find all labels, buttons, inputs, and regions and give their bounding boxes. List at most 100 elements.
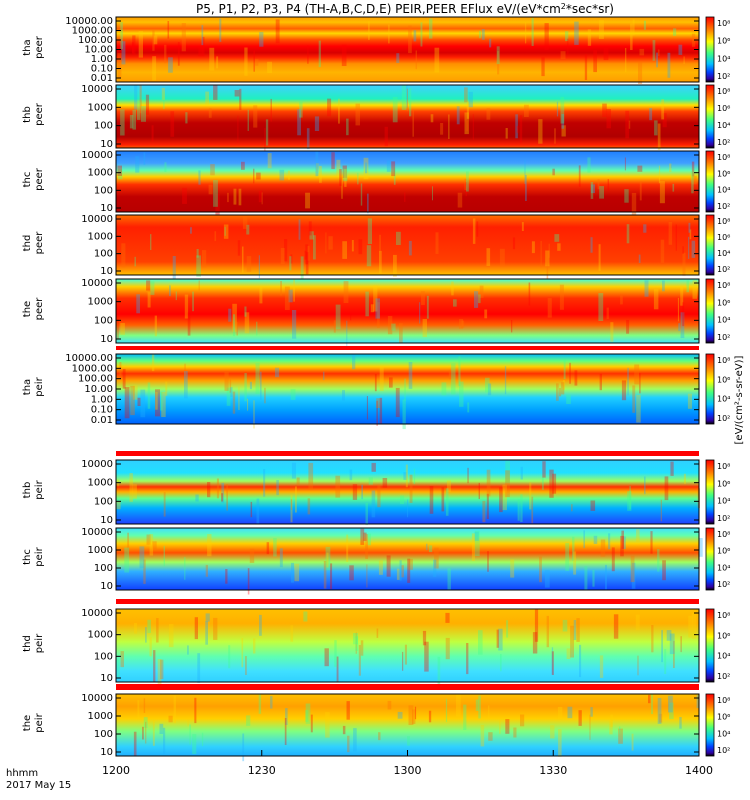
colorbar-tick: 10⁸ <box>717 696 730 705</box>
colorbar-tick: 10⁶ <box>717 631 730 640</box>
panel-tha-peir: tha peir 10000.001000.00100.0010.001.000.1… <box>22 353 730 430</box>
figure-title: P5, P1, P2, P3, P4 (TH-A,B,C,D,E) PEIR,P… <box>196 2 614 16</box>
spectrogram-the-peir <box>116 694 699 756</box>
y-tick-label: 10000 <box>81 84 113 95</box>
y-tick-label: 1000 <box>88 478 113 489</box>
panel-label-probe: thc <box>22 549 33 565</box>
panel-label-probe: thd <box>22 635 33 652</box>
panel-label-product: peir <box>34 479 45 499</box>
colorbar-thb-peir <box>705 459 715 525</box>
spectrogram-thb-peir <box>116 460 699 524</box>
y-tick-label: 0.10 <box>91 64 113 75</box>
y-tick-label: 10000.00 <box>65 353 113 364</box>
y-tick-label: 100 <box>94 249 113 260</box>
colorbar-tick: 10⁸ <box>717 530 730 539</box>
panel-frame-thc-peer <box>115 150 700 213</box>
spectrogram-texture-the-peer <box>117 279 697 349</box>
y-tick-label: 10 <box>100 334 113 345</box>
y-tick-label: 100 <box>94 563 113 574</box>
y-tick-label: 10 <box>100 747 113 758</box>
spectrogram-tha-peer <box>116 17 699 82</box>
colorbar-tick: 10⁶ <box>717 375 730 384</box>
spectrogram-texture-thd-peir <box>117 609 697 689</box>
colorbar-tick: 10² <box>717 202 730 211</box>
y-tick-label: 10 <box>100 203 113 214</box>
colorbar-tick: 10⁶ <box>717 37 730 46</box>
colorbar-thd-peer <box>705 214 715 276</box>
colorbar-tick: 10⁸ <box>717 281 730 290</box>
colorbar-tick: 10⁸ <box>717 611 730 620</box>
colorbar-thb-peer <box>705 84 715 149</box>
separator-bar <box>116 684 699 690</box>
panel-thc-peir: thc peir 10000 1000 100 10 10⁸ 10⁶ 10⁴ 10² <box>22 527 730 595</box>
colorbar-tha-peir <box>705 353 715 425</box>
colorbar-tick: 10² <box>717 672 730 681</box>
x-tick-label: 1300 <box>394 764 422 777</box>
panel-frame-thc-peir <box>115 527 700 591</box>
colorbar-tick: 10⁴ <box>717 186 730 195</box>
colorbar-tick: 10⁶ <box>717 479 730 488</box>
y-tick-label: 1000 <box>88 711 113 722</box>
colorbar-tick: 10⁶ <box>717 233 730 242</box>
colorbar-tick: 10⁸ <box>717 153 730 162</box>
colorbar-the-peir <box>705 693 715 757</box>
x-tick-label: 1200 <box>102 764 130 777</box>
panel-label-product: peer <box>34 167 45 191</box>
y-tick-label: 10000 <box>81 278 113 289</box>
y-tick-label: 100 <box>94 121 113 132</box>
y-tick-label: 10000 <box>81 608 113 619</box>
separator-bar <box>116 451 699 456</box>
panel-thd-peir: thd peir 10000 1000 100 10 10⁸ 10⁶ 10⁴ 10² <box>22 608 730 689</box>
x-tick-label: 1230 <box>248 764 276 777</box>
colorbar-thd-peir <box>705 608 715 683</box>
spectrogram-texture-thb-peer <box>120 85 667 151</box>
y-tick-label: 0.10 <box>91 405 113 416</box>
spectrogram-the-peer <box>116 279 699 343</box>
colorbar-tick: 10² <box>717 580 730 589</box>
panel-label-probe: thc <box>22 172 33 188</box>
panel-the-peir: the peir 10000 1000 100 10 10⁸ 10⁶ 10⁴ 10² <box>22 693 730 762</box>
colorbar-tick: 10² <box>717 72 730 81</box>
spectrogram-texture-the-peir <box>133 694 699 762</box>
colorbar-tick: 10⁶ <box>717 298 730 307</box>
colorbar-tick: 10² <box>717 746 730 755</box>
y-tick-label: 100.00 <box>78 35 113 46</box>
panel-frame-the-peer <box>115 278 700 344</box>
panel-label-probe: the <box>22 715 33 731</box>
panel-label-product: peir <box>34 712 45 732</box>
y-tick-label: 100 <box>94 185 113 196</box>
panel-label-product: peer <box>34 297 45 321</box>
y-tick-label: 10000 <box>81 693 113 704</box>
spectrogram-tha-peir <box>116 354 699 424</box>
y-tick-label: 10 <box>100 515 113 526</box>
panel-thb-peer: thb peer 10000 1000 100 10 10⁸ 10⁶ 10⁴ 10² <box>22 84 730 151</box>
spectrogram-thb-peer <box>116 85 699 148</box>
colorbar-tick: 10⁶ <box>717 169 730 178</box>
colorbar-label: [eV/(cm²-s-sr-eV)] <box>734 355 745 444</box>
x-tick-label: 1400 <box>685 764 713 777</box>
panel-label-probe: tha <box>22 39 33 55</box>
y-tick-label: 1000 <box>88 297 113 308</box>
colorbar-tick: 10² <box>717 138 730 147</box>
separator-bar <box>116 346 699 350</box>
colorbar-thc-peer <box>705 150 715 213</box>
colorbar-tick: 10⁴ <box>717 121 730 130</box>
panel-label-probe: thb <box>22 106 33 123</box>
spectrogram-thc-peir <box>116 528 699 590</box>
y-tick-label: 10 <box>100 673 113 684</box>
y-tick-label: 10000.00 <box>65 16 113 27</box>
y-tick-label: 1000 <box>88 545 113 556</box>
colorbar-tick: 10⁴ <box>717 497 730 506</box>
spectrogram-texture-thc-peer <box>117 151 697 220</box>
panel-label-probe: tha <box>22 379 33 395</box>
panel-label-product: peir <box>34 633 45 653</box>
colorbar-tick: 10² <box>717 514 730 523</box>
colorbar-tick: 10⁸ <box>717 356 730 365</box>
y-tick-label: 10000 <box>81 150 113 161</box>
panel-frame-thd-peer <box>115 214 700 276</box>
panels-group: tha peer10000.001000.00100.0010.001.000.1… <box>22 16 745 762</box>
y-tick-label: 100 <box>94 651 113 662</box>
panel-thb-peir: thb peir 10000 1000 100 10 10⁸ 10⁶ 10⁴ 10² <box>22 459 730 526</box>
y-tick-label: 100.00 <box>78 374 113 385</box>
panel-label-probe: thd <box>22 235 33 252</box>
